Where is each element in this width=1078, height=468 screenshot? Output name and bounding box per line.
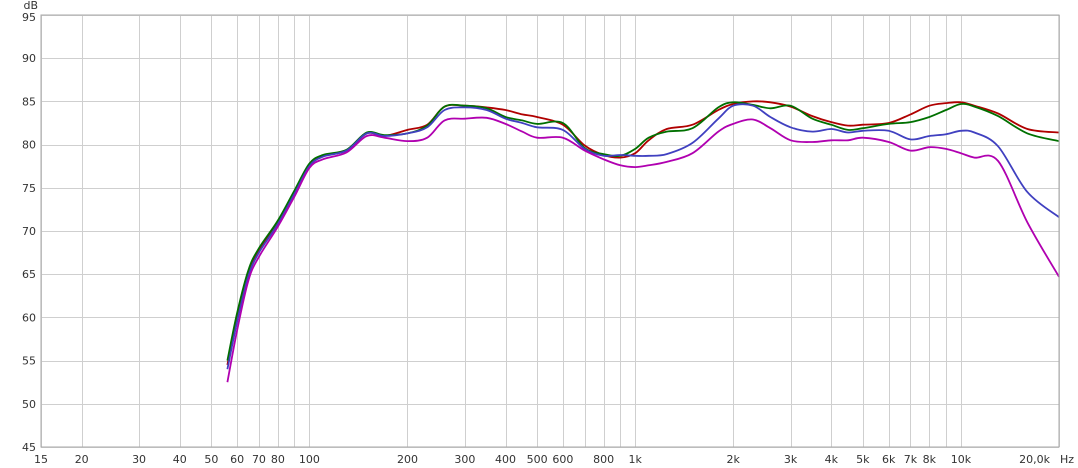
y-unit-label: dB — [23, 0, 38, 12]
y-tick-label: 70 — [22, 225, 36, 238]
x-tick-label: 500 — [527, 453, 548, 466]
x-tick-label: 15 — [34, 453, 48, 466]
y-tick-labels: 45 50 55 60 65 70 75 80 85 90 95 — [22, 11, 36, 454]
y-tick-label: 95 — [22, 11, 36, 24]
x-tick-label: 1k — [628, 453, 642, 466]
x-tick-label: 40 — [173, 453, 187, 466]
x-tick-label: 2k — [727, 453, 741, 466]
x-tick-label: 5k — [856, 453, 870, 466]
series-group — [226, 100, 1060, 383]
x-tick-label: 20 — [75, 453, 89, 466]
x-tick-label: 10k — [951, 453, 972, 466]
x-tick-label: 800 — [593, 453, 614, 466]
x-tick-labels: 15 20 30 40 50 60 70 80 100 200 300 400 500 600 800 1k 2… — [34, 453, 1051, 466]
x-unit-label: Hz — [1060, 453, 1074, 466]
y-tick-label: 85 — [22, 95, 36, 108]
x-tick-label: 200 — [397, 453, 418, 466]
series-line-3 — [226, 103, 1060, 370]
series-line-4 — [226, 116, 1060, 383]
x-tick-label: 4k — [825, 453, 839, 466]
x-tick-label: 50 — [204, 453, 218, 466]
x-tick-label: 80 — [271, 453, 285, 466]
x-tick-label: 70 — [252, 453, 266, 466]
x-tick-label: 6k — [882, 453, 896, 466]
y-tick-label: 75 — [22, 182, 36, 195]
x-tick-label: 60 — [230, 453, 244, 466]
x-tick-label: 400 — [495, 453, 516, 466]
grid — [41, 15, 1060, 448]
y-tick-label: 90 — [22, 52, 36, 65]
plot-frame — [40, 14, 1060, 448]
x-tick-label: 7k — [904, 453, 918, 466]
x-tick-label: 300 — [454, 453, 475, 466]
x-tick-label: 20,0k — [1019, 453, 1050, 466]
x-tick-label: 600 — [552, 453, 573, 466]
x-tick-label: 30 — [132, 453, 146, 466]
x-tick-label: 8k — [923, 453, 937, 466]
y-tick-label: 65 — [22, 268, 36, 281]
y-tick-label: 45 — [22, 441, 36, 454]
y-tick-label: 80 — [22, 139, 36, 152]
y-tick-label: 50 — [22, 398, 36, 411]
x-tick-label: 3k — [784, 453, 798, 466]
x-tick-label: 100 — [299, 453, 320, 466]
y-tick-label: 60 — [22, 311, 36, 324]
y-tick-label: 55 — [22, 355, 36, 368]
